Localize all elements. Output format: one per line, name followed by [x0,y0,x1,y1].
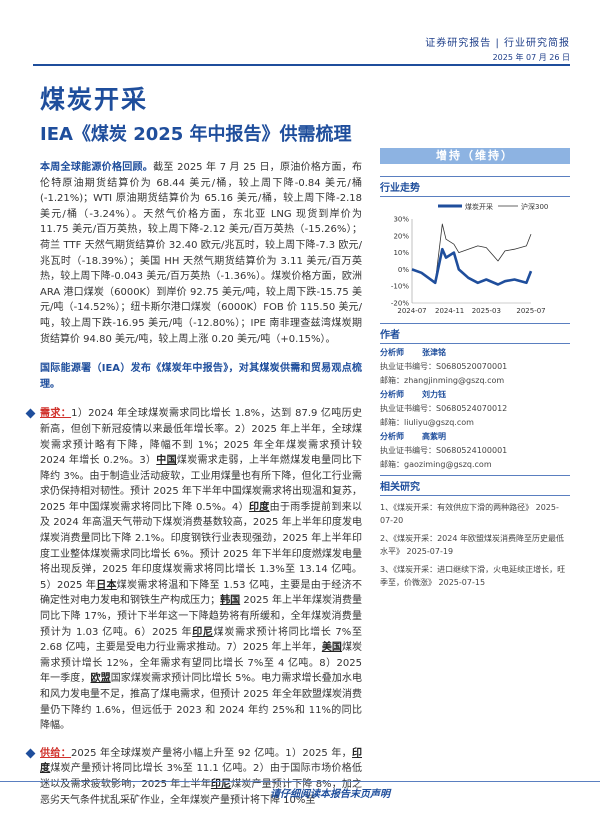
text-segment: 煤炭需求预计将同比增长 7%至 2.68 亿吨，主要是受电力行业需求推动。7）2… [40,626,363,654]
x-tick-label: 2025-03 [472,307,501,315]
country-name: 印尼 [192,626,214,638]
text-segment: 2025 年上半年煤炭消费量同比下降 17%，预计下半年这一下降趋势将有所缓和，… [40,595,363,638]
report-title: IEA《煤炭 2025 年中报告》供需梳理 [40,124,352,145]
y-tick-label: 30% [393,216,409,224]
author-name: 张津铭 [422,348,446,357]
author-entry: 分析师 刘力钰 执业证书编号：S0680524070012 邮箱：liuliyu@… [380,389,570,428]
country-name: 中国 [156,455,177,467]
author-email[interactable]: 邮箱：zhangjinming@gszq.com [380,376,505,385]
series-line-hs300 [411,223,532,284]
x-tick-label: 2024-07 [397,307,426,315]
author-email[interactable]: 邮箱：liuliyu@gszq.com [380,418,474,427]
text-segment: 煤炭产量预计将同比增长 3%至 11.1 亿吨。2）由于国际市场价格低迷以及需求… [40,763,362,790]
text-segment: 由于雨季提前到来以及 2024 年高温天气带动下煤炭消费基数较高，2025 年上… [40,501,363,591]
country-name: 印度 [249,501,270,513]
related-list: 1、《煤炭开采：有效供应下滑的两种路径》 2025-07-20 2、《煤炭开采：2… [380,501,570,589]
text-segment: 国家煤炭需求预计同比增长 5%。电力需求增长叠加水电和风力发电量不足，推高了煤电… [40,673,363,732]
demand-paragraph: 需求：1）2024 年全球煤炭需求同比增长 1.8%，达到 87.9 亿吨历史新… [25,406,363,733]
y-tick-label: 10% [393,249,409,257]
series-line-coal [411,247,533,286]
header-rule [33,64,570,66]
y-tick-label: 0% [398,266,409,274]
country-name: 韩国 [220,595,241,607]
report-date: 2025 年 07 月 26 日 [492,53,570,62]
text-segment: 2025 年全球煤炭产量将小幅上升至 92 亿吨。1）2025 年， [71,747,353,759]
text-segment: 1）2024 年全球煤炭需求同比增长 1.8%，达到 87.9 亿吨历史新高，但… [40,408,362,467]
report-type: 证券研究报告 | 行业研究简报 [425,38,570,49]
section-label: 供给： [40,747,72,759]
x-tick-label: 2024-11 [435,307,464,315]
country-name: 美国 [321,642,342,654]
author-name: 高紫明 [422,432,446,441]
related-heading: 相关研究 [380,475,570,496]
y-tick-label: -10% [391,283,409,291]
iea-summary-heading: 国际能源署（IEA）发布《煤炭年中报告》，对其煤炭供需和贸易观点梳理。 [40,363,362,390]
author-email[interactable]: 邮箱：gaoziming@gszq.com [380,460,492,469]
legend-label-hs300: 沪深300 [521,202,548,211]
footer-disclaimer: 请仔细阅读本报告末页声明 [270,789,390,800]
country-name: 印尼 [210,778,232,790]
industry-trend-chart: 煤炭开采 沪深300 30% 20% 10% 0% -10% -20%2024-07 202… [391,202,548,315]
text-segment: 煤炭需求走弱，上半年燃煤发电量同比下降约 3%。由于制造业活动疲软，工业用煤量也… [40,455,363,513]
diamond-bullet-icon [25,748,36,759]
country-name: 欧盟 [90,673,111,685]
author-entry: 分析师 张津铭 执业证书编号：S0680520070001 邮箱：zhangjin… [380,347,570,386]
related-report-link[interactable]: 3、《煤炭开采：进口继续下滑，火电延续正增长，旺季至，价微涨》 2025-07-… [380,565,566,587]
y-tick-label: -20% [391,300,409,308]
author-role: 分析师 [380,348,404,357]
country-name: 日本 [96,579,117,591]
authors-heading: 作者 [380,323,570,344]
rating-badge: 增持（维持） [380,148,570,164]
author-name: 刘力钰 [422,390,446,399]
author-cert: 执业证书编号：S0680524070012 [380,404,508,413]
authors-list: 分析师 张津铭 执业证书编号：S0680520070001 邮箱：zhangjin… [380,347,570,470]
author-cert: 执业证书编号：S0680520070001 [380,362,508,371]
industry-title: 煤炭开采 [40,85,149,114]
author-role: 分析师 [380,432,404,441]
text-segment: 煤炭需求预计增长 12%，全年需求有望同比增长 7%至 4 亿吨。8）2025 … [40,642,363,685]
main-body: 本周全球能源价格回顾。截至 2025 年 7 月 25 日，原油价格方面，布伦特… [25,160,363,816]
country-name: 印度 [40,747,363,775]
footer-rule [0,781,600,782]
weekly-review-lead: 本周全球能源价格回顾。 [40,162,154,173]
weekly-review-paragraph: 本周全球能源价格回顾。截至 2025 年 7 月 25 日，原油价格方面，布伦特… [40,160,362,347]
author-cert: 执业证书编号：S0680524100001 [380,446,508,455]
related-report-link[interactable]: 1、《煤炭开采：有效供应下滑的两种路径》 2025-07-20 [380,503,559,525]
diamond-bullet-icon [25,408,36,419]
author-role: 分析师 [380,390,404,399]
trend-heading: 行业走势 [380,176,570,197]
x-tick-label: 2025-07 [516,307,545,315]
author-entry: 分析师 高紫明 执业证书编号：S0680524100001 邮箱：gaozimin… [380,431,570,470]
legend-label-coal: 煤炭开采 [465,202,493,211]
text-segment: 煤炭需求将温和下降至 1.53 亿吨，主要是由于经济不确定性对电力发电和钢铁生产… [40,579,362,607]
related-report-link[interactable]: 2、《煤炭开采：2024 年欧盟煤炭消费降至历史最低水平》 2025-07-19 [380,534,564,556]
y-tick-label: 20% [393,232,409,240]
weekly-review-text: 截至 2025 年 7 月 25 日，原油价格方面，布伦特原油期货结算价为 68… [40,162,363,345]
section-label: 需求： [40,408,72,420]
legend: 煤炭开采 沪深300 [438,202,548,211]
sidebar: 增持（维持） 行业走势 煤炭开采 沪深300 30% 20% 10% 0% -10% -2… [380,148,570,589]
